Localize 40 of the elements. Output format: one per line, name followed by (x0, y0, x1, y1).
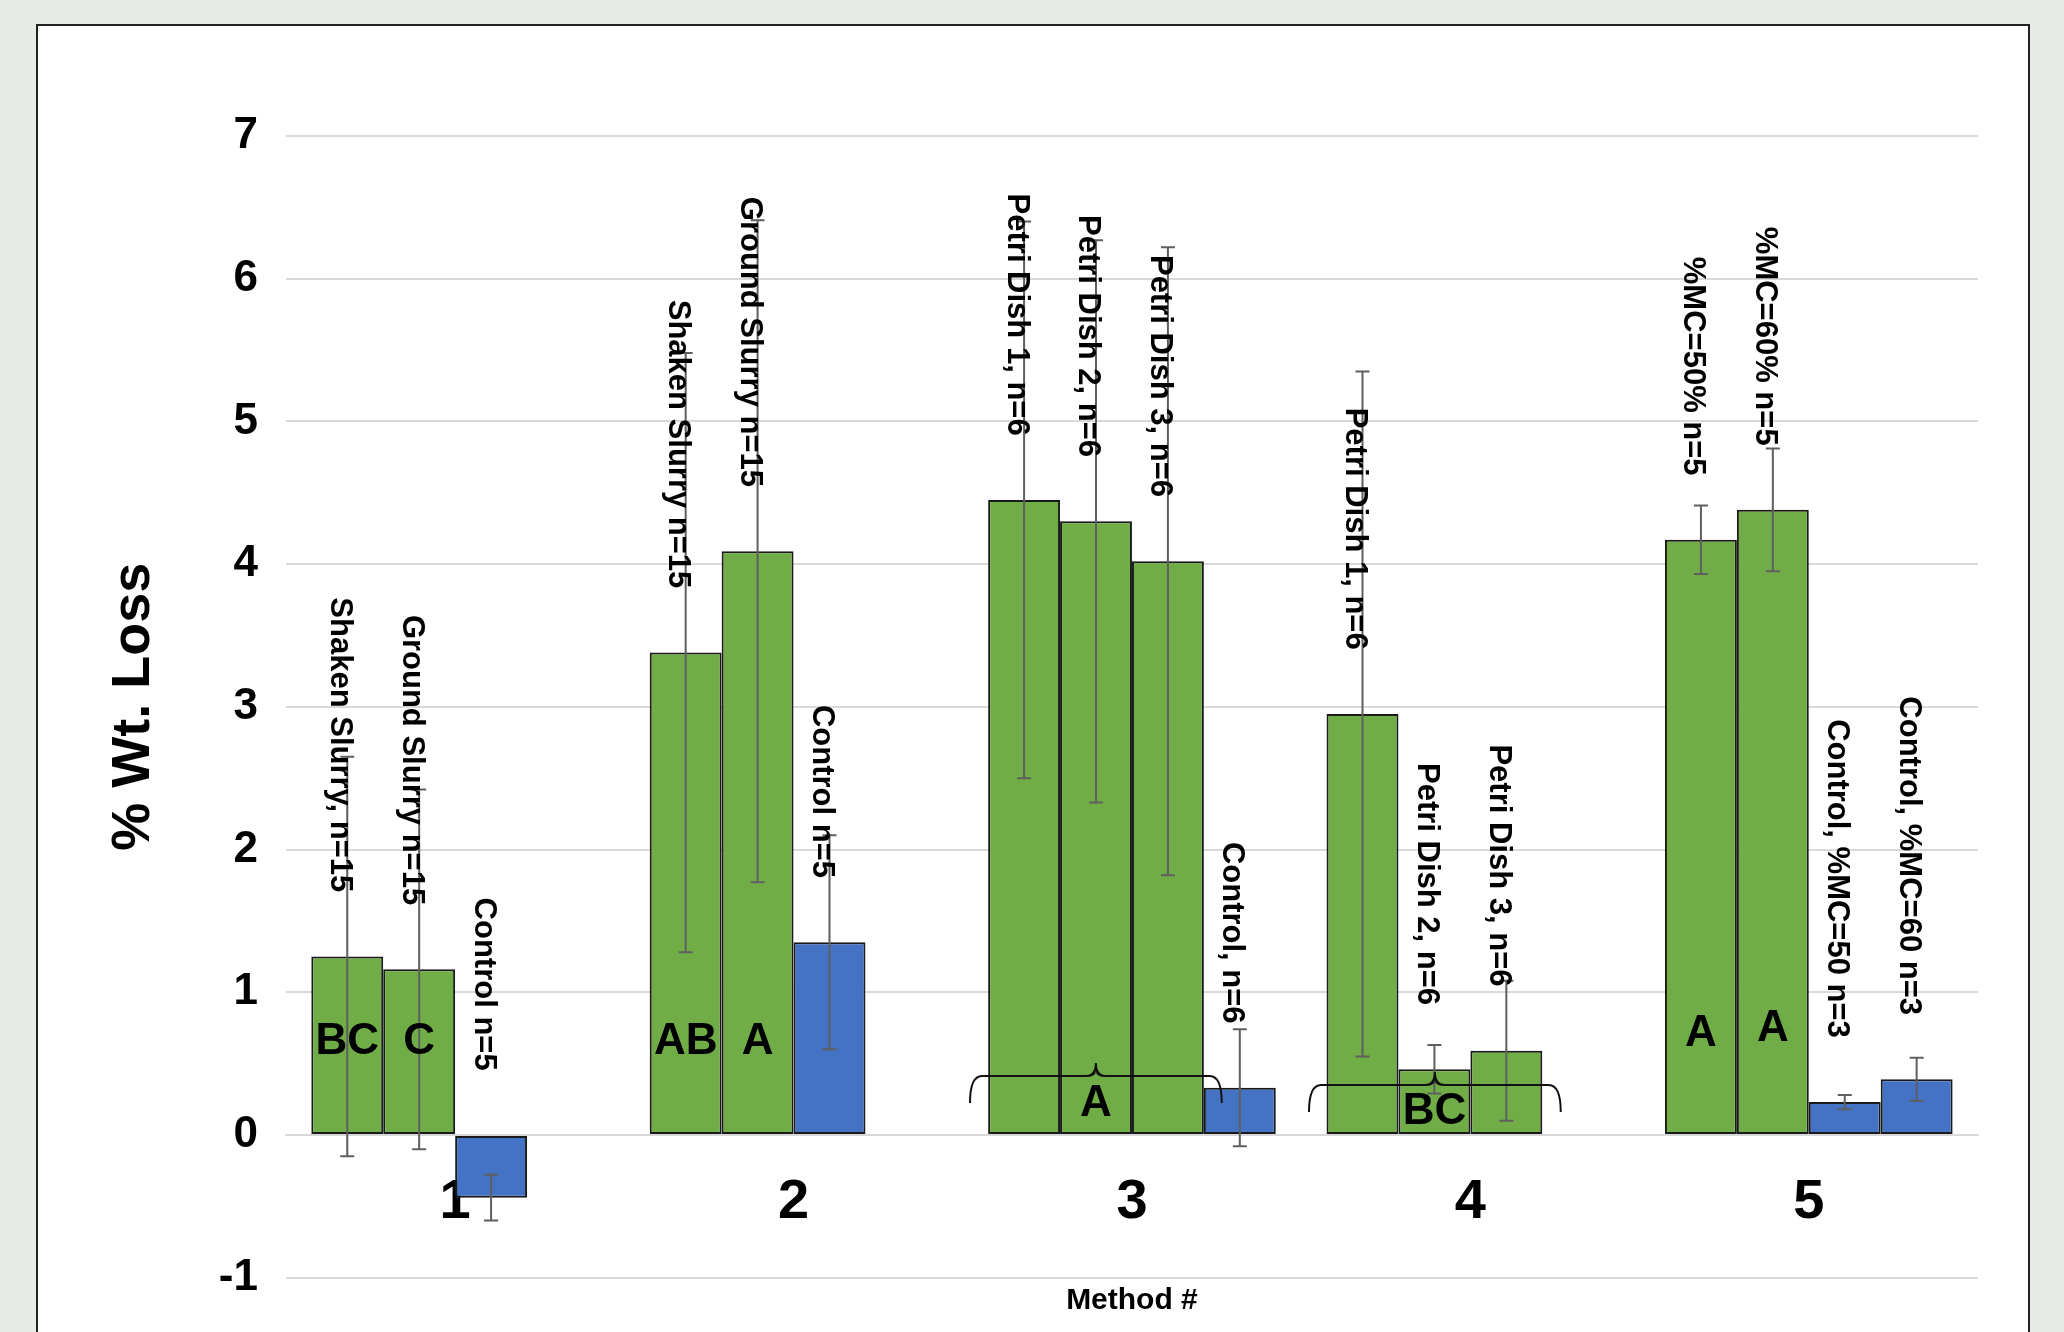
annotation: Petri Dish 1, n=6 (1000, 193, 1036, 436)
y-tick-label: 2 (233, 821, 258, 871)
y-tick-label: 0 (233, 1107, 258, 1157)
x-tick-label: 3 (1116, 1166, 1148, 1230)
y-tick-label: 3 (233, 678, 258, 728)
annotation: A (1685, 1005, 1717, 1055)
annotation: Control, %MC=60 n=3 (1893, 696, 1929, 1016)
y-tick-label: 6 (233, 250, 258, 300)
annotation: Control n=5 (805, 704, 841, 879)
annotation: Shaken Slurry, n=15 (323, 597, 359, 893)
y-tick-label: 7 (233, 108, 258, 158)
annotation: A (1080, 1075, 1112, 1125)
annotation: Control n=5 (467, 897, 503, 1071)
annotation: Petri Dish 3, n=6 (1482, 744, 1518, 987)
annotation: %MC=50% n=5 (1677, 256, 1713, 476)
annotation: Petri Dish 3, n=6 (1144, 254, 1180, 498)
y-axis-title: % Wt. Loss (100, 562, 161, 851)
annotation: A (741, 1014, 774, 1064)
annotation: Control, %MC=50 n=3 (1821, 719, 1857, 1038)
annotation: BC (315, 1014, 380, 1064)
x-axis-title: Method # (1066, 1281, 1199, 1315)
annotation: Petri Dish 1, n=6 (1338, 407, 1374, 650)
annotation: C (403, 1014, 436, 1064)
y-tick-label: 4 (233, 536, 259, 586)
annotation: AB (653, 1014, 718, 1064)
y-tick-label: 5 (233, 393, 258, 443)
annotation: Petri Dish 2, n=6 (1072, 215, 1108, 458)
y-tick-label: -1 (218, 1249, 258, 1299)
y-tick-label: 1 (233, 964, 258, 1014)
annotation: A (1756, 1001, 1789, 1051)
annotation: %MC=60% n=5 (1749, 226, 1785, 446)
annotation: Control, n=6 (1216, 841, 1252, 1024)
annotation: BC (1402, 1084, 1467, 1134)
annotation: Petri Dish 2, n=6 (1410, 762, 1446, 1006)
annotation: Ground Slurry n=15 (734, 196, 770, 488)
x-tick-label: 2 (777, 1166, 810, 1230)
x-tick-label: 5 (1793, 1166, 1825, 1230)
annotation: Ground Slurry n=15 (395, 614, 431, 906)
annotation: Shaken Slurry n=15 (662, 299, 698, 589)
x-tick-label: 4 (1454, 1166, 1486, 1230)
